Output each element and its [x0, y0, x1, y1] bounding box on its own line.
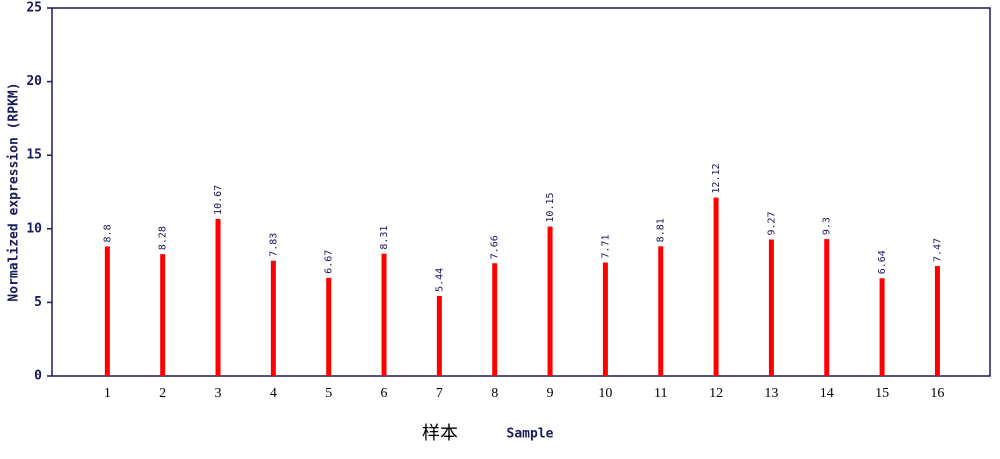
value-label: 7.71	[600, 234, 611, 258]
x-tick-label: 12	[709, 386, 723, 401]
value-label: 7.66	[490, 235, 501, 259]
value-label: 7.83	[268, 233, 279, 257]
value-label: 6.64	[877, 250, 888, 274]
y-tick-label: 10	[26, 221, 42, 236]
value-label: 8.8	[102, 224, 113, 242]
bar	[326, 277, 332, 376]
bar	[215, 218, 221, 376]
value-label: 8.81	[656, 218, 667, 242]
bar	[879, 278, 885, 376]
bar	[270, 260, 276, 376]
bar	[602, 262, 608, 376]
x-tick-label: 2	[159, 386, 166, 401]
value-label: 9.27	[766, 211, 777, 235]
y-tick-label: 0	[34, 369, 42, 384]
bar	[104, 246, 110, 376]
value-label: 12.12	[711, 163, 722, 193]
x-axis-label: 样本	[422, 423, 458, 444]
bar	[160, 254, 166, 376]
x-tick-label: 4	[270, 386, 277, 401]
bar	[547, 226, 553, 376]
bar	[436, 295, 442, 376]
y-tick-label: 15	[26, 148, 42, 163]
y-axis-label: Normalized expression (RPKM)	[7, 82, 22, 301]
x-tick-label: 7	[436, 386, 443, 401]
x-axis-label-en: Sample	[507, 427, 554, 442]
bar	[768, 239, 774, 376]
x-tick-label: 9	[547, 386, 554, 401]
x-tick-label: 3	[215, 386, 222, 401]
x-tick-label: 16	[930, 386, 944, 401]
x-tick-label: 11	[654, 386, 667, 401]
bar	[713, 197, 719, 376]
bar	[934, 266, 940, 376]
value-label: 6.67	[324, 250, 335, 274]
plot-frame	[51, 7, 991, 377]
x-tick-label: 1	[104, 386, 111, 401]
y-tick-label: 25	[26, 1, 42, 16]
x-tick-label: 10	[598, 386, 612, 401]
y-tick-label: 5	[34, 295, 42, 310]
value-label: 8.28	[158, 226, 169, 250]
x-tick-label: 14	[820, 386, 834, 401]
value-label: 5.44	[434, 268, 445, 292]
x-tick-label: 13	[764, 386, 778, 401]
x-tick-label: 6	[381, 386, 388, 401]
bar	[658, 246, 664, 376]
value-label: 10.15	[545, 192, 556, 222]
bar	[824, 239, 830, 376]
value-label: 7.47	[932, 238, 943, 262]
bar	[492, 263, 498, 376]
x-tick-label: 8	[491, 386, 498, 401]
value-label: 10.67	[213, 185, 224, 215]
x-tick-label: 15	[875, 386, 889, 401]
value-label: 9.3	[822, 217, 833, 235]
bar	[381, 253, 387, 376]
x-tick-label: 5	[325, 386, 332, 401]
value-label: 8.31	[379, 226, 390, 250]
y-tick-label: 20	[26, 74, 42, 89]
